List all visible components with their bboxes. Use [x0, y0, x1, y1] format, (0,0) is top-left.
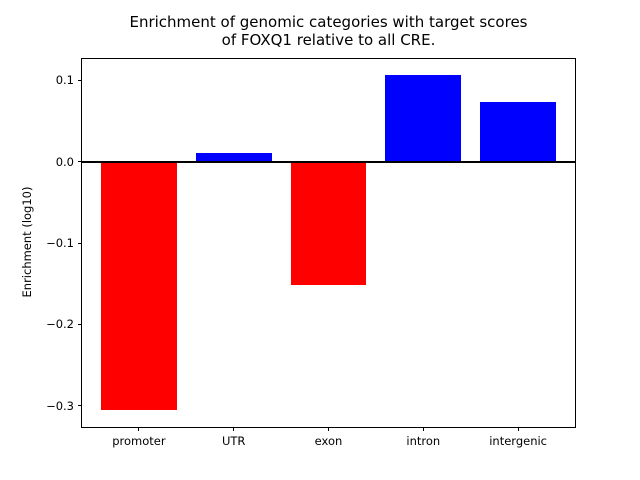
x-tick — [328, 427, 329, 431]
y-tick-label: −0.3 — [46, 398, 74, 413]
x-tick — [517, 427, 519, 431]
x-tick — [138, 427, 140, 431]
bar-UTR — [195, 153, 272, 162]
x-tick-label-exon: exon — [314, 434, 343, 448]
bar-exon — [290, 161, 367, 285]
y-tick — [78, 405, 82, 407]
y-tick — [78, 242, 82, 244]
bar-intron — [385, 75, 462, 162]
bar-promoter — [100, 161, 177, 410]
x-tick-label-promoter: promoter — [112, 434, 166, 448]
x-tick-label-intergenic: intergenic — [489, 434, 547, 448]
y-axis-label: Enrichment (log10) — [20, 186, 34, 298]
x-tick-label-intron: intron — [406, 434, 441, 448]
bar-intergenic — [480, 102, 557, 162]
chart-title-line2: of FOXQ1 relative to all CRE. — [221, 30, 436, 49]
plot-area: 0.1 0.0 −0.1 −0.2 −0.3 promoter UTR exon intron i… — [46, 58, 576, 448]
y-tick — [78, 161, 82, 163]
x-tick — [422, 427, 424, 431]
chart-title: Enrichment of genomic categories with ta… — [81, 13, 576, 49]
x-tick-label-UTR: UTR — [221, 434, 246, 448]
zero-line — [82, 160, 575, 163]
y-tick-label: 0.0 — [55, 154, 74, 169]
y-tick — [78, 323, 82, 325]
y-tick-label: 0.1 — [55, 73, 74, 88]
chart-title-line1: Enrichment of genomic categories with ta… — [129, 13, 528, 31]
x-tick — [233, 427, 235, 431]
y-tick-label: −0.2 — [46, 317, 74, 332]
y-tick — [78, 79, 82, 81]
y-tick-label: −0.1 — [46, 236, 74, 250]
